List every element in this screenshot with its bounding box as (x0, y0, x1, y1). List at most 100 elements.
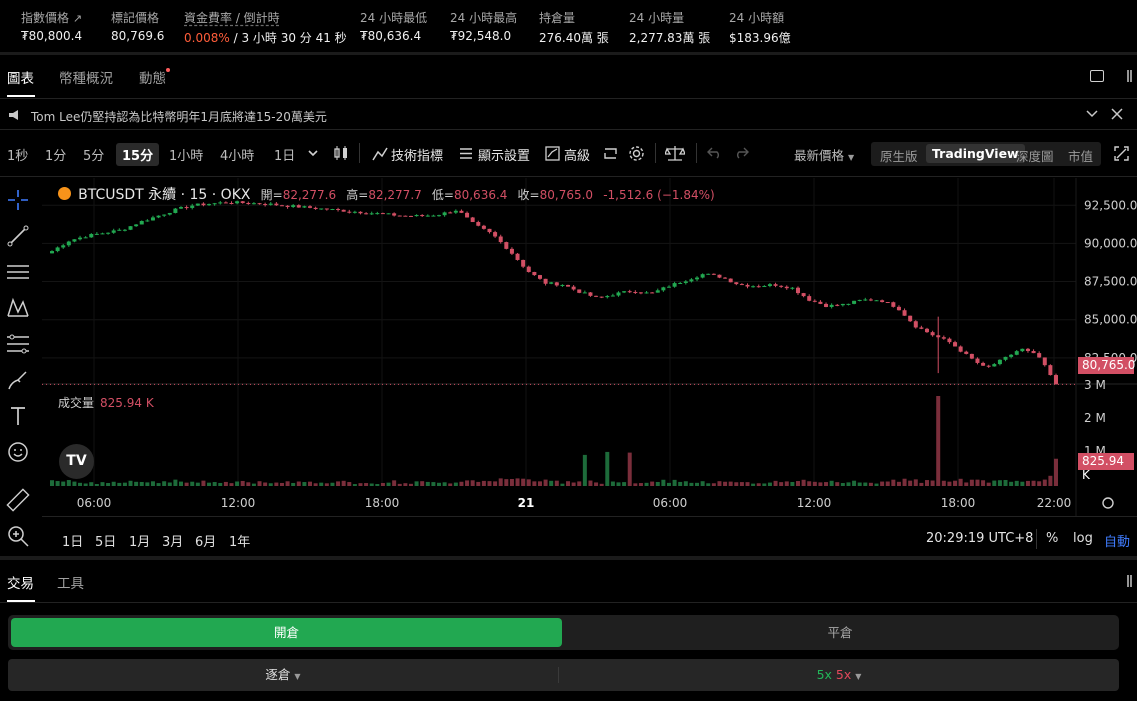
external-link-icon[interactable]: ↗ (72, 12, 83, 25)
clock-timezone[interactable]: 20:29:19 UTC+8 (926, 531, 1034, 546)
volume-bar (184, 482, 189, 486)
candle-body (790, 287, 795, 289)
margin-mode-select[interactable]: 逐倉 ▼ (8, 659, 558, 691)
compare-icon[interactable] (603, 146, 618, 161)
close-icon[interactable] (1111, 108, 1123, 120)
interval-1d[interactable]: 1日 (274, 149, 296, 164)
open-position-button[interactable]: 開倉 (11, 618, 562, 647)
auto-scale-toggle[interactable]: 自動 (1104, 535, 1131, 550)
candle-body (986, 365, 991, 367)
range-1m[interactable]: 1月 (129, 535, 151, 550)
volume-bar (442, 482, 447, 486)
volume-bar (392, 480, 397, 486)
range-6m[interactable]: 6月 (195, 535, 217, 550)
text-tool-icon[interactable] (6, 404, 30, 428)
tab-chart[interactable]: 圖表 (7, 71, 34, 87)
news-headline[interactable]: Tom Lee仍堅持認為比特幣明年1月底將達15-20萬美元 (31, 110, 327, 124)
candle-body (863, 299, 868, 301)
pattern-icon[interactable] (6, 296, 30, 320)
close-position-button[interactable]: 平倉 (827, 625, 853, 640)
news-ticker[interactable]: Tom Lee仍堅持認為比特幣明年1月底將達15-20萬美元 (0, 100, 1137, 130)
active-tab-indicator (7, 600, 35, 602)
stat-label[interactable]: 資金費率 / 倒計時 (184, 11, 280, 25)
candle-body (263, 204, 268, 206)
volume-bar (543, 479, 548, 486)
view-depth[interactable]: 深度圖 (1016, 149, 1054, 164)
candle-body (779, 285, 784, 287)
emoji-icon[interactable] (6, 440, 30, 464)
panel-collapse-icon[interactable] (1126, 574, 1137, 588)
view-native[interactable]: 原生版 (880, 149, 918, 164)
tab-overview[interactable]: 幣種概況 (59, 71, 113, 87)
interval-4h[interactable]: 4小時 (220, 149, 255, 164)
volume-bar (840, 483, 845, 486)
chevron-down-icon[interactable] (1086, 110, 1098, 118)
advanced-button[interactable]: 高級 (564, 149, 591, 164)
time-axis-tick: 21 (518, 496, 535, 510)
display-settings-button[interactable]: 顯示設置 (478, 149, 531, 164)
volume-bar (723, 481, 728, 486)
volume-bar (706, 483, 711, 486)
volume-bar (700, 481, 705, 486)
axis-settings-icon[interactable] (1102, 497, 1114, 509)
redo-icon[interactable] (733, 147, 749, 159)
interval-5m[interactable]: 5分 (83, 149, 105, 164)
interval-1s[interactable]: 1秒 (7, 149, 29, 164)
range-1d[interactable]: 1日 (62, 535, 84, 550)
candle-body (913, 321, 918, 328)
candle-body (89, 234, 94, 238)
window-mode-icon[interactable] (1090, 70, 1104, 82)
interval-1m[interactable]: 1分 (45, 149, 67, 164)
zoom-in-icon[interactable] (6, 524, 30, 548)
fib-icon[interactable] (6, 332, 30, 356)
candle-body (751, 286, 756, 288)
candle-body (240, 201, 245, 203)
undo-icon[interactable] (707, 147, 723, 159)
price-chart[interactable]: 92,500.090,000.087,500.085,000.082,500.0… (42, 178, 1137, 516)
brush-icon[interactable] (6, 368, 30, 392)
price-type-select[interactable]: 最新價格 ▼ (794, 145, 854, 164)
horizontal-lines-icon[interactable] (6, 260, 30, 284)
volume-bar (459, 481, 464, 486)
price-axis-tick: 85,000.0 (1084, 313, 1137, 327)
crosshair-icon[interactable] (6, 188, 30, 212)
panel-collapse-icon[interactable] (1126, 69, 1137, 83)
volume-bar (846, 482, 851, 486)
balance-scale-icon[interactable] (665, 145, 685, 161)
divider (655, 143, 656, 163)
range-1y[interactable]: 1年 (229, 535, 251, 550)
interval-1h[interactable]: 1小時 (169, 149, 204, 164)
volume-bar (481, 480, 486, 486)
percent-scale-toggle[interactable]: % (1046, 531, 1059, 546)
candle-body (179, 207, 184, 209)
candle-type-icon[interactable] (333, 145, 349, 161)
interval-15m[interactable]: 15分 (116, 143, 160, 166)
indicators-button[interactable]: 技術指標 (391, 149, 444, 164)
tab-trade[interactable]: 交易 (7, 576, 34, 592)
trend-line-icon[interactable] (6, 224, 30, 248)
tab-tools[interactable]: 工具 (57, 576, 84, 592)
volume-legend: 成交量 825.94 K (58, 394, 154, 411)
volume-bar (762, 483, 767, 486)
volume-bar (504, 479, 509, 486)
range-5d[interactable]: 5日 (95, 535, 117, 550)
candle-body (835, 304, 840, 306)
view-tradingview[interactable]: TradingView (926, 144, 1025, 163)
tab-dynamics[interactable]: 動態 (139, 71, 166, 87)
candle-body (1054, 375, 1058, 385)
volume-bar (268, 483, 273, 486)
chart-canvas[interactable]: 92,500.090,000.087,500.085,000.082,500.0… (42, 178, 1137, 516)
funding-countdown: / 3 小時 30 分 41 秒 (229, 31, 347, 45)
volume-bar (347, 482, 352, 486)
tradingview-logo[interactable]: TV (59, 444, 94, 479)
fullscreen-icon[interactable] (1114, 146, 1129, 161)
chevron-down-icon[interactable] (308, 150, 318, 157)
view-market-cap[interactable]: 市值 (1068, 149, 1094, 164)
log-scale-toggle[interactable]: log (1073, 531, 1093, 546)
ruler-icon[interactable] (6, 488, 30, 512)
symbol-title[interactable]: BTCUSDT 永續 · 15 · OKX (78, 187, 251, 203)
leverage-select[interactable]: 5x 5x ▼ (559, 659, 1119, 691)
candle-body (588, 292, 593, 296)
gear-icon[interactable] (628, 145, 645, 162)
range-3m[interactable]: 3月 (162, 535, 184, 550)
